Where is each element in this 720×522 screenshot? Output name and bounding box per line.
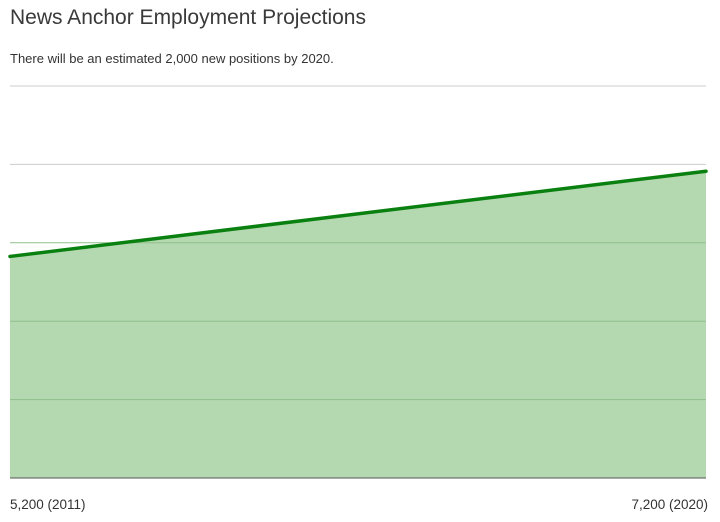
series-line bbox=[8, 169, 708, 259]
gridlines bbox=[10, 85, 706, 165]
x-tick-label-start: 5,200 (2011) bbox=[10, 497, 86, 512]
area-fill bbox=[10, 171, 706, 478]
chart-subtitle: There will be an estimated 2,000 new pos… bbox=[10, 51, 334, 66]
x-tick-label-end: 7,200 (2020) bbox=[631, 497, 708, 512]
chart-title: News Anchor Employment Projections bbox=[10, 6, 366, 29]
